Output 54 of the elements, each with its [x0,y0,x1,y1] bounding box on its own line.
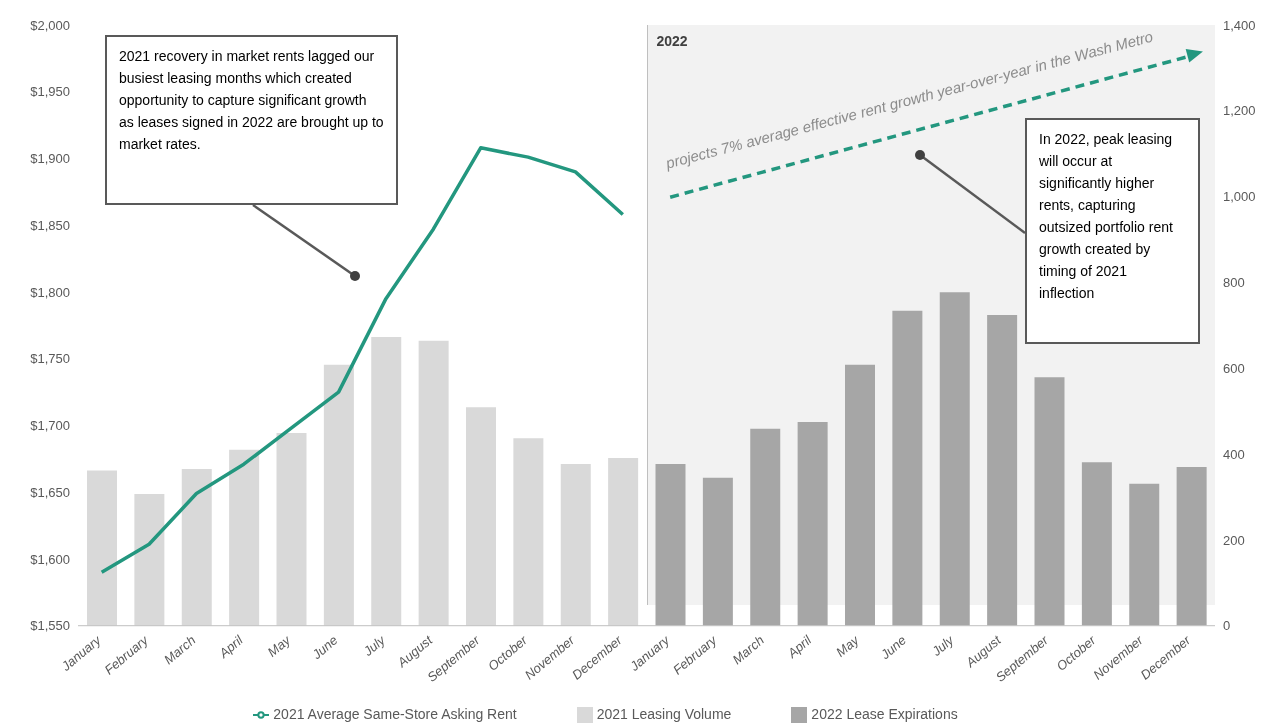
y2-tick-label: 1,000 [1223,189,1256,205]
bar [276,433,307,626]
x-tick-label: May [264,631,295,660]
bar [466,407,496,626]
bar [181,469,212,626]
bar [797,421,828,626]
bar [513,438,544,626]
y2-tick-label: 1,400 [1223,17,1256,33]
y-tick-label: $1,600 [30,551,70,567]
y-tick-label: $2,000 [30,17,70,33]
bar [323,364,354,626]
y-tick-label: $1,550 [30,618,70,634]
legend-label: 2021 Leasing Volume [596,705,732,722]
x-tick-label: July [928,631,958,660]
y-tick-label: $1,850 [30,217,70,233]
bar [418,340,449,626]
y-tick-label: $1,650 [30,484,70,500]
legend-label: 2021 Average Same-Store Asking Rent [273,705,517,722]
bar [655,463,686,626]
bar [845,364,875,626]
bar [702,477,733,626]
bar [608,457,639,626]
bar [750,428,781,626]
y2-tick-label: 600 [1223,360,1245,376]
callout-box: 2021 recovery in market rents lagged our busiest leasing months which created opportunity to capture significant growth as leases signed in 2022 are brought up to market rates. [105,35,398,205]
bar [1081,462,1112,626]
bar [892,310,923,626]
y2-tick-label: 800 [1223,275,1245,291]
y-tick-label: $1,750 [30,351,70,367]
bar [939,292,970,626]
y-tick-label: $1,950 [30,84,70,100]
callout-box: In 2022, peak leasing will occur at significantly higher rents, capturing outsized portfolio rent growth created by timing of 2021 inflection [1025,118,1200,344]
x-tick-label: May [833,631,863,660]
bar [371,336,402,626]
bar [1129,483,1160,626]
y2-tick-label: 0 [1223,618,1231,634]
bar [87,470,117,626]
bar [134,493,165,626]
y2-tick-label: 1,200 [1223,103,1256,119]
bar [987,315,1018,626]
y2-tick-label: 200 [1223,532,1245,548]
bar [1176,466,1207,626]
bar [560,463,591,626]
legend-label: 2022 Lease Expirations [811,705,958,722]
y-tick-label: $1,700 [30,418,70,434]
bar [229,449,260,626]
annotation: 2022 [656,33,688,49]
x-tick-label: July [359,631,390,660]
bar [1034,377,1065,626]
y-tick-label: $1,800 [30,284,70,300]
y-tick-label: $1,900 [30,151,70,167]
x-tick-label: June [308,632,341,663]
y2-tick-label: 400 [1223,446,1245,462]
x-tick-label: June [876,632,909,663]
